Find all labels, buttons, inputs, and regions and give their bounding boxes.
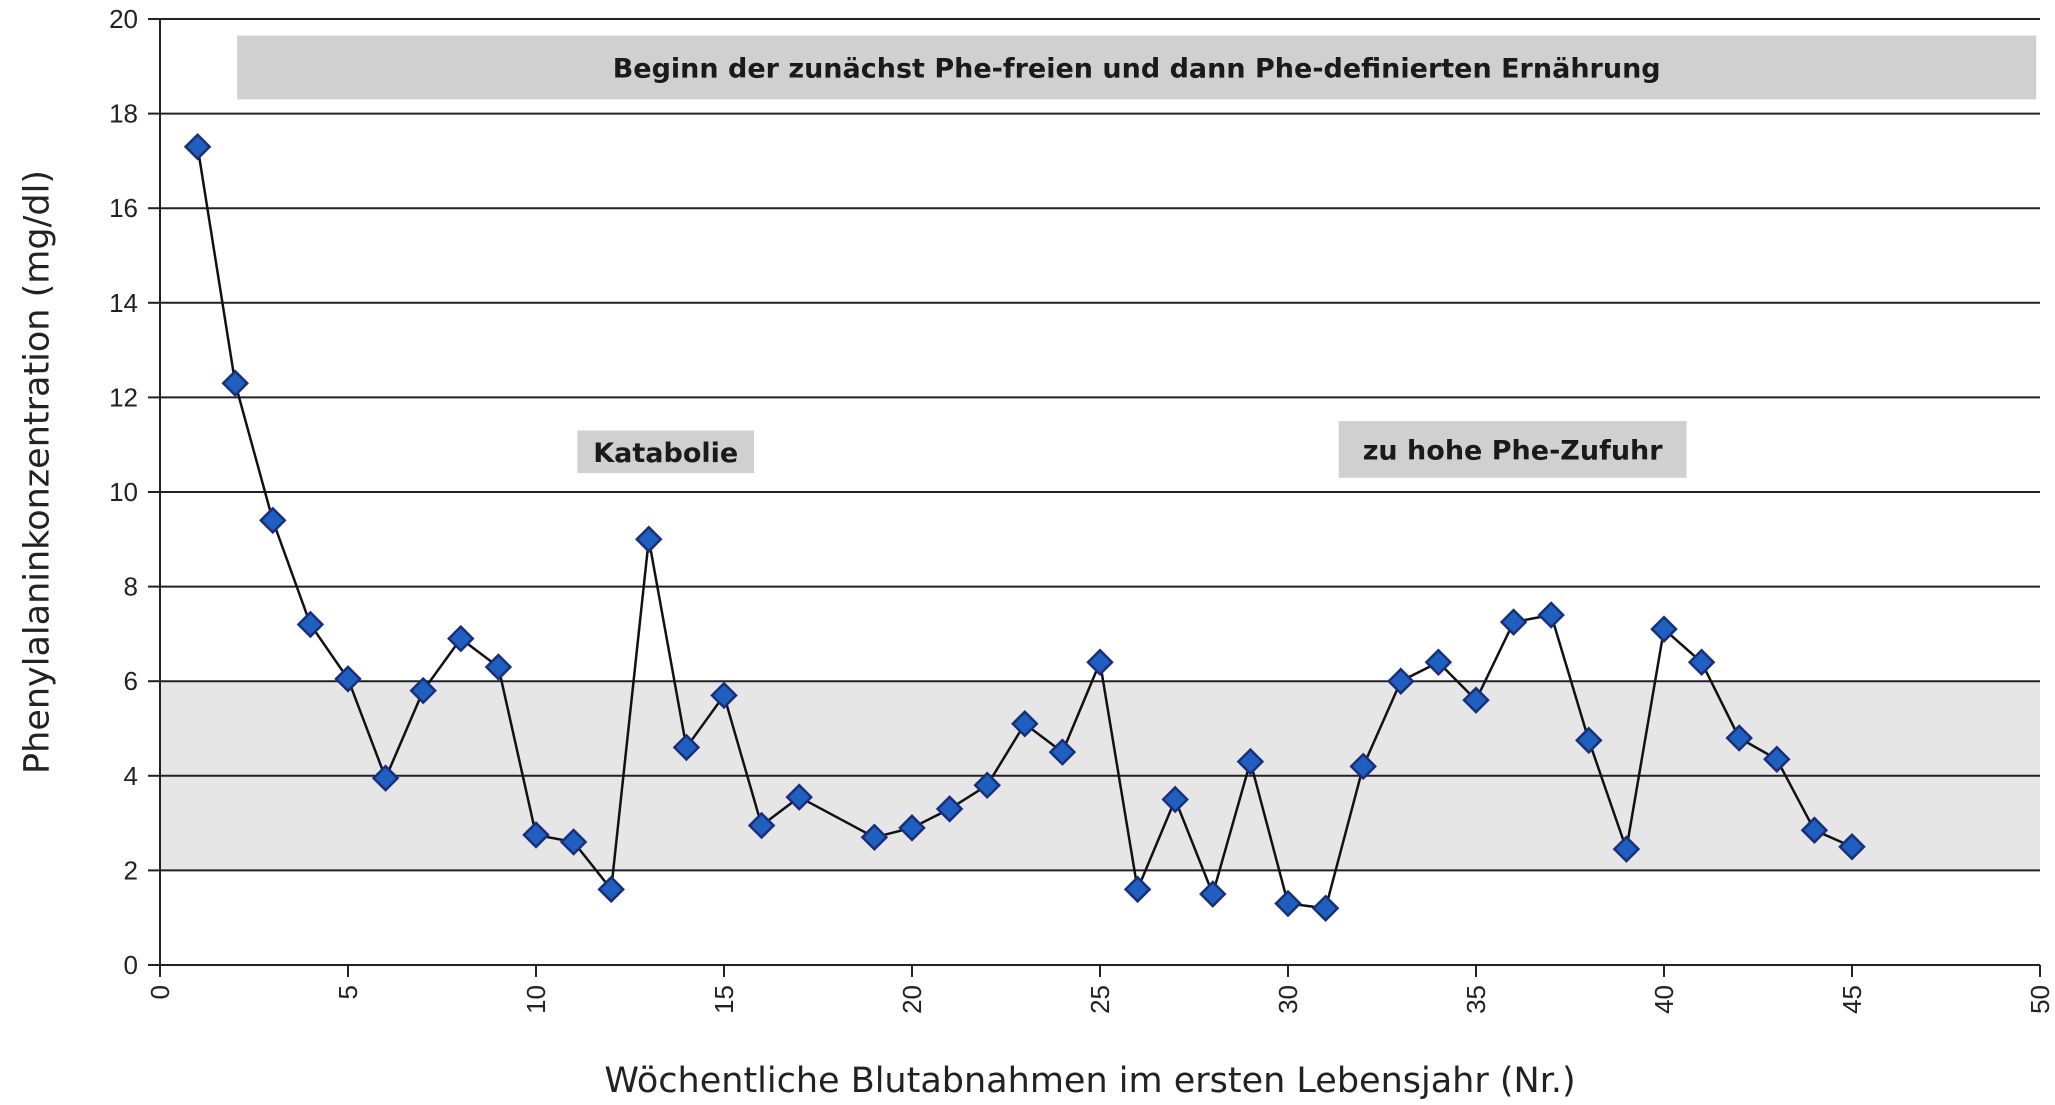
data-point [785, 783, 813, 811]
y-tick-label: 2 [124, 855, 138, 885]
data-point [371, 764, 400, 792]
y-tick-label: 6 [124, 666, 138, 696]
data-point [597, 875, 625, 904]
data-point [973, 771, 1001, 800]
data-point [898, 814, 926, 842]
x-tick-label: 35 [1461, 985, 1491, 1014]
data-point [522, 821, 550, 849]
y-tick-labels: 0 2 4 6 8 10 12 14 16 18 20 [109, 4, 138, 980]
data-point [1575, 726, 1603, 755]
x-axis-title: Wöchentliche Blutabnahmen im ersten Lebe… [604, 1061, 1575, 1101]
annotation-box [237, 35, 2037, 100]
data-point [1274, 889, 1302, 918]
data-point [409, 676, 437, 705]
x-tick-label: 5 [333, 985, 363, 999]
y-tick-label: 0 [124, 950, 138, 980]
y-tick-label: 14 [109, 288, 138, 318]
data-point [635, 525, 663, 554]
y-tick-label: 8 [124, 572, 138, 602]
x-tick-label: 30 [1273, 985, 1303, 1014]
annotation-label: Katabolie [593, 438, 738, 469]
data-point [1462, 686, 1490, 714]
x-tick-label: 45 [1837, 985, 1867, 1014]
x-tick-label: 15 [709, 985, 739, 1014]
annotation-labels: Beginn der zunächst Phe-freien und dann … [593, 53, 1663, 468]
data-point [1349, 752, 1377, 781]
data-point [334, 665, 362, 693]
data-point [296, 610, 325, 639]
y-tick-label: 20 [109, 4, 138, 34]
data-point [1123, 875, 1152, 904]
data-point [259, 506, 287, 535]
y-tick-label: 18 [109, 99, 138, 129]
x-tick-label: 20 [897, 985, 927, 1014]
annotation-box [1338, 421, 1687, 478]
data-point [1086, 648, 1114, 677]
data-point [559, 828, 588, 856]
data-point [221, 369, 249, 397]
y-tick-label: 12 [109, 382, 138, 412]
data-point [1424, 648, 1453, 677]
data-point [1687, 648, 1716, 677]
y-axis-title: Phenylalaninkonzentration (mg/dl) [17, 170, 57, 774]
data-point [1199, 880, 1227, 908]
data-point [860, 823, 889, 852]
annotation-label: zu hohe Phe-Zufuhr [1363, 435, 1664, 466]
data-point [672, 733, 701, 762]
data-point [1499, 608, 1528, 636]
annotation-box [577, 430, 755, 474]
data-point [1011, 710, 1039, 738]
y-tick-label: 10 [109, 477, 138, 507]
x-tick-label: 0 [145, 985, 175, 999]
annotation-label: Beginn der zunächst Phe-freien und dann … [613, 53, 1661, 84]
y-tick-label: 4 [124, 761, 138, 791]
data-point [1725, 724, 1753, 752]
data-point [183, 132, 212, 161]
data-point [1800, 816, 1829, 844]
data-point [747, 811, 776, 840]
y-tick-label: 16 [109, 193, 138, 223]
data-point [1612, 835, 1641, 863]
x-tick-label: 10 [521, 985, 551, 1014]
x-tick-label: 40 [1649, 985, 1679, 1014]
data-point [1236, 747, 1265, 776]
axes [159, 19, 2041, 977]
data-point [1048, 738, 1077, 766]
data-point [1161, 785, 1189, 814]
data-point [710, 681, 738, 710]
x-tick-label: 25 [1085, 985, 1115, 1014]
data-point [1311, 894, 1340, 923]
x-tick-label: 50 [2025, 985, 2055, 1014]
data-point [447, 624, 475, 653]
x-tick-labels: 0 5 10 15 20 25 30 35 40 45 50 [145, 985, 2055, 1014]
data-point [1537, 601, 1565, 629]
data-point [484, 653, 513, 681]
data-point [1763, 745, 1791, 774]
data-point [1387, 667, 1415, 695]
data-point [1650, 615, 1678, 643]
annotation-boxes [237, 35, 2037, 478]
series-markers [183, 132, 1866, 923]
data-point [935, 795, 964, 823]
data-point [1838, 832, 1866, 861]
